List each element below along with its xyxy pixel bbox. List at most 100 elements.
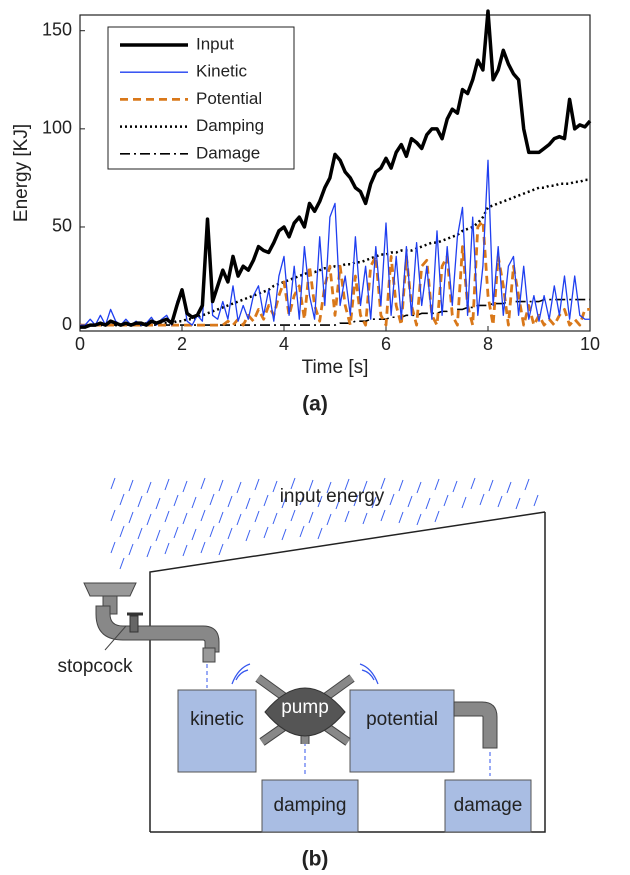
rain-drop xyxy=(281,496,287,509)
rain-drop xyxy=(254,510,260,523)
rain-drop xyxy=(344,478,350,491)
rain-drop xyxy=(434,478,440,491)
x-axis-label: Time [s] xyxy=(302,357,369,378)
tank-label: kinetic xyxy=(190,709,244,730)
series-line xyxy=(80,178,590,327)
splash-arc xyxy=(359,663,379,685)
rain-drop xyxy=(407,495,413,508)
y-tick-label: 150 xyxy=(42,19,72,39)
rain-drop xyxy=(479,493,485,506)
rain-drop xyxy=(137,495,143,508)
rain-drop xyxy=(308,479,314,492)
rain-drop xyxy=(389,493,395,506)
rain-drop xyxy=(326,513,332,526)
rain-drop xyxy=(236,513,242,526)
rain-drop xyxy=(254,478,260,491)
rain-drop xyxy=(380,477,386,490)
rain-drop xyxy=(182,480,188,493)
x-tick-label: 0 xyxy=(75,334,85,354)
rain-drop xyxy=(263,494,269,507)
rain-drop xyxy=(362,512,368,525)
rain-drop xyxy=(299,525,305,538)
rain-drop xyxy=(326,481,332,494)
splash-arc xyxy=(231,663,251,685)
legend-label: Kinetic xyxy=(196,62,248,81)
rain-drop xyxy=(128,479,134,492)
plot-frame xyxy=(79,14,591,332)
rain-drop xyxy=(362,480,368,493)
legend-label: Damage xyxy=(196,143,260,162)
rain-drop xyxy=(416,513,422,526)
house-roof xyxy=(149,511,546,832)
rain-drop xyxy=(236,481,242,494)
rain-drop xyxy=(317,527,323,540)
rain-drop xyxy=(119,493,125,506)
rain-drop xyxy=(272,512,278,525)
rain-drop xyxy=(200,509,206,522)
rain-drop xyxy=(146,481,152,494)
rain-drop xyxy=(182,512,188,525)
rain-drop xyxy=(443,494,449,507)
rain-drop xyxy=(164,542,170,555)
legend-label: Damping xyxy=(196,116,264,135)
series-line xyxy=(80,159,590,326)
legend-label: Input xyxy=(196,34,234,53)
x-tick-label: 10 xyxy=(580,334,600,354)
tank xyxy=(444,779,532,833)
rain-drop xyxy=(146,513,152,526)
gutter xyxy=(83,582,137,597)
rain-drop xyxy=(398,511,404,524)
rain-drop xyxy=(218,511,224,524)
diagram: input energy stopcock kinetic potential … xyxy=(58,477,546,871)
caption: (a) xyxy=(302,393,328,416)
legend: Input Kinetic Potential Damping Damage xyxy=(107,26,295,170)
rain-drop xyxy=(434,510,440,523)
rain xyxy=(110,477,539,570)
y-tick-label: 100 xyxy=(42,118,72,138)
rain-drop xyxy=(110,477,116,490)
rain-drop xyxy=(155,529,161,542)
rain-drop xyxy=(290,477,296,490)
rain-drop xyxy=(227,527,233,540)
rain-drop xyxy=(200,477,206,490)
y-axis-label: Energy [KJ] xyxy=(11,124,32,222)
x-tick-label: 4 xyxy=(279,334,289,354)
rain-drop xyxy=(335,497,341,510)
rain-drop xyxy=(470,477,476,490)
tank-label: potential xyxy=(366,709,438,730)
rain-drop xyxy=(506,481,512,494)
stopcock xyxy=(129,615,139,633)
rain-drop xyxy=(164,478,170,491)
rain-drop xyxy=(515,497,521,510)
rain-drop xyxy=(380,509,386,522)
pump xyxy=(264,687,346,737)
rain-drop xyxy=(110,509,116,522)
rain-drop xyxy=(119,525,125,538)
rain-drop xyxy=(281,528,287,541)
splash xyxy=(231,663,379,685)
rain-drop xyxy=(317,495,323,508)
rain-drop xyxy=(209,493,215,506)
rain-drop xyxy=(290,509,296,522)
rain-drop xyxy=(524,478,530,491)
x-tick-label: 2 xyxy=(177,334,187,354)
rain-drop xyxy=(128,511,134,524)
rain-drop xyxy=(425,497,431,510)
rain-drop xyxy=(173,494,179,507)
splash-arc xyxy=(361,669,375,681)
rain-drop xyxy=(146,545,152,558)
pump-label: pump xyxy=(281,697,329,718)
stopcock-label: stopcock xyxy=(58,656,133,677)
rain-drop xyxy=(182,544,188,557)
rain-drop xyxy=(452,480,458,493)
rain-drop xyxy=(272,480,278,493)
caption: (b) xyxy=(302,848,329,871)
tank-label: damping xyxy=(274,795,347,816)
rain-drop xyxy=(227,495,233,508)
tank xyxy=(349,689,455,773)
splash-arc xyxy=(235,669,249,681)
rain-drop xyxy=(353,494,359,507)
rain-drop xyxy=(497,495,503,508)
